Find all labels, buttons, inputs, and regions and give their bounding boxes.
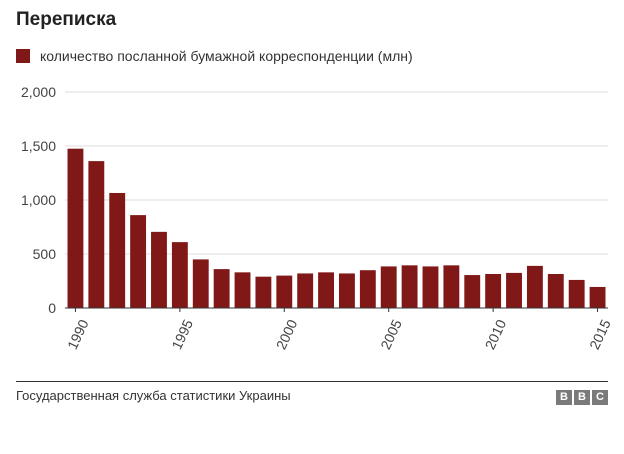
bar-1996 xyxy=(192,259,209,308)
bar-2005 xyxy=(380,266,397,308)
bar-2007 xyxy=(422,266,439,308)
bar-2014 xyxy=(568,279,585,308)
y-axis-ticks: 0 500 1,000 1,500 2,000 xyxy=(21,84,56,316)
bar-2006 xyxy=(401,265,418,308)
bar-2008 xyxy=(443,265,460,308)
source-credit: Государственная служба статистики Украин… xyxy=(16,388,291,403)
legend: количество посланной бумажной корреспонд… xyxy=(16,46,413,66)
bar-2015 xyxy=(589,286,606,308)
bar-2000 xyxy=(276,275,293,308)
y-tick-label: 1,000 xyxy=(21,192,56,208)
chart-title: Переписка xyxy=(16,9,117,30)
x-tick-label: 1990 xyxy=(64,317,92,352)
bar-2004 xyxy=(359,270,376,308)
footer-divider xyxy=(16,381,608,382)
bar-2001 xyxy=(297,273,314,308)
x-tick-label: 2000 xyxy=(273,317,301,352)
bar-2009 xyxy=(464,275,481,308)
bar-2010 xyxy=(485,273,502,308)
bar-1991 xyxy=(88,161,105,308)
bar-1993 xyxy=(130,215,147,308)
bars xyxy=(67,148,606,308)
logo-letter-b1: B xyxy=(556,390,572,405)
bar-1994 xyxy=(151,231,167,308)
bar-1990 xyxy=(67,148,84,308)
bar-2003 xyxy=(339,273,355,308)
x-axis-ticks: 1990 1995 2000 2005 2010 2015 xyxy=(64,308,614,352)
bar-2002 xyxy=(318,272,334,308)
legend-label: количество посланной бумажной корреспонд… xyxy=(40,48,413,64)
x-tick-label: 1995 xyxy=(168,317,196,352)
bar-1998 xyxy=(234,272,251,308)
bar-2013 xyxy=(547,273,564,308)
y-tick-label: 2,000 xyxy=(21,84,56,100)
bar-1999 xyxy=(255,276,272,308)
bar-1992 xyxy=(109,192,126,308)
x-tick-label: 2010 xyxy=(482,317,510,352)
bar-2011 xyxy=(506,272,522,308)
y-tick-label: 0 xyxy=(48,300,56,316)
x-tick-label: 2005 xyxy=(377,317,405,352)
bar-1995 xyxy=(171,242,188,308)
bar-2012 xyxy=(526,265,543,308)
gridlines xyxy=(65,91,608,255)
x-tick-label: 2015 xyxy=(586,317,614,352)
y-tick-label: 1,500 xyxy=(21,138,56,154)
bbc-logo: B B C xyxy=(556,390,608,405)
logo-letter-c: C xyxy=(592,390,608,405)
bar-chart: 0 500 1,000 1,500 2,000 1990 1995 2000 2005 2010… xyxy=(21,84,614,352)
logo-letter-b2: B xyxy=(574,390,590,405)
bar-1997 xyxy=(213,269,230,308)
y-tick-label: 500 xyxy=(33,246,57,262)
legend-swatch xyxy=(16,49,30,63)
